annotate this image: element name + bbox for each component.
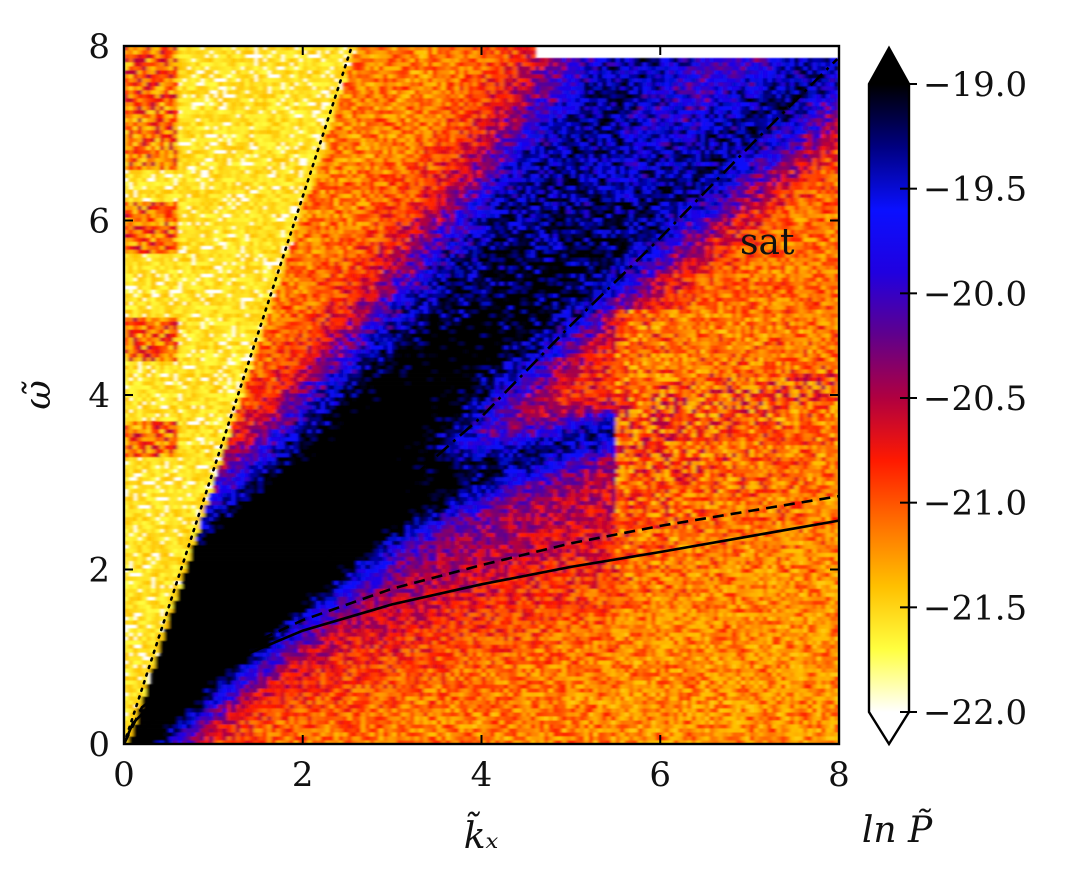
colorbar-extend-min	[869, 712, 909, 744]
x-tick-label: 0	[113, 755, 135, 795]
x-tick-label: 4	[471, 755, 493, 795]
y-tick-label: 6	[88, 202, 110, 242]
colorbar-extend-max	[869, 48, 909, 84]
colorbar-label: ln P̃	[862, 809, 933, 851]
x-tick-label: 8	[828, 755, 850, 795]
x-axis-label: k̃ₓ	[464, 812, 499, 857]
curves-layer	[124, 46, 839, 744]
colorbar-tick-label: −21.0	[923, 484, 1027, 524]
curve-dashdot	[140, 58, 839, 732]
colorbar-tick-label: −19.5	[923, 170, 1027, 210]
colorbar-tick-label: −20.0	[923, 274, 1027, 314]
colorbar: −22.0 −21.5 −21.0 −20.5 −20.0 −19.5 −19.0	[867, 45, 1027, 747]
curve-dotted	[124, 46, 354, 744]
y-tick-label: 4	[88, 376, 110, 416]
heatmap-layer	[124, 46, 839, 744]
y-axis-label: ω̃	[18, 380, 59, 409]
colorbar-tick-label: −20.5	[923, 379, 1027, 419]
annotation-sat: sat	[740, 222, 795, 263]
colorbar-tick-label: −19.0	[923, 65, 1027, 105]
colorbar-tick-label: −21.5	[923, 588, 1027, 628]
y-tick-label: 2	[88, 551, 110, 591]
x-tick-label: 2	[292, 755, 314, 795]
axes: 0 2 4 6 8 0 2 4 6 8	[88, 27, 849, 795]
x-tick-label: 6	[649, 755, 671, 795]
heatmap-cells	[124, 46, 839, 744]
curve-solid	[124, 519, 839, 744]
y-tick-label: 8	[88, 27, 110, 67]
colorbar-tick-label: −22.0	[923, 693, 1027, 733]
y-tick-label: 0	[88, 725, 110, 765]
curve-dashed	[124, 494, 839, 744]
